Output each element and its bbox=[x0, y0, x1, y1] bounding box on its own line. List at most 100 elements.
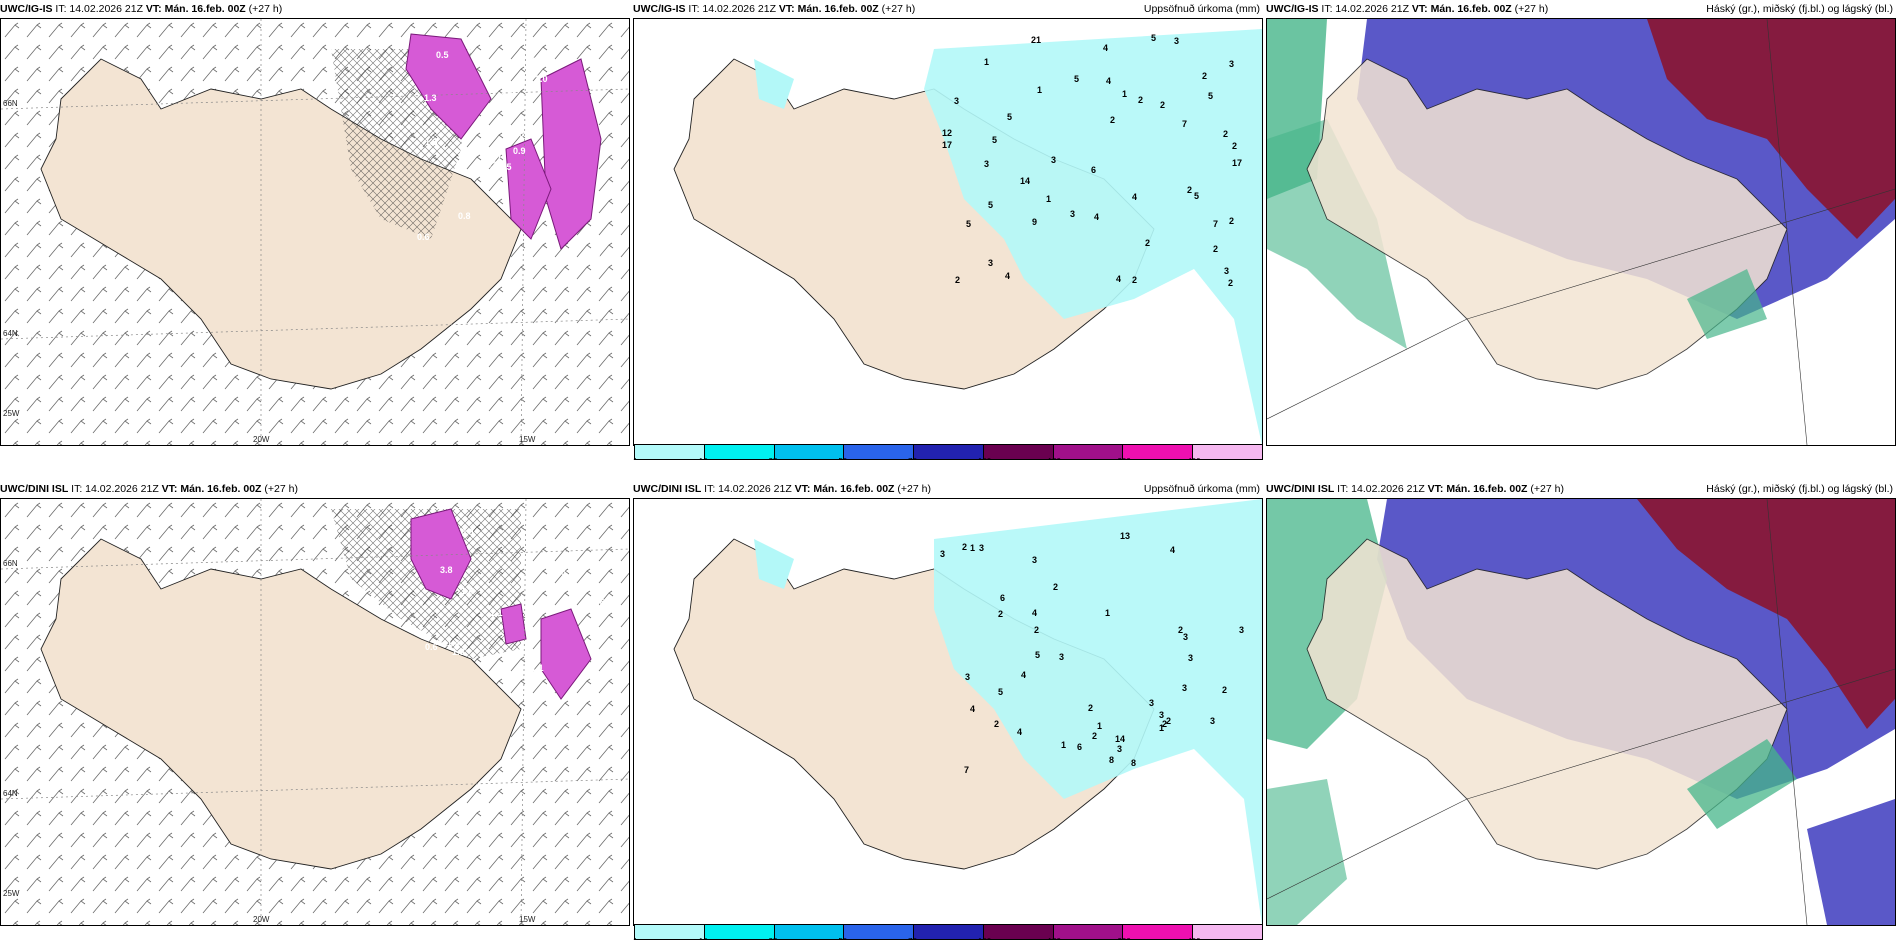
value-label: 1 bbox=[970, 543, 976, 553]
value-label: 3 bbox=[1239, 625, 1245, 635]
value-label: 17 bbox=[1232, 158, 1243, 168]
color-legend: 1 10 25 50 75 100 150 200 400 bbox=[633, 444, 1263, 460]
legend-tick-label: 50 bbox=[838, 457, 847, 460]
legend-swatch bbox=[1193, 445, 1263, 459]
value-label: 3 bbox=[1159, 710, 1165, 720]
value-label: 1.3 bbox=[425, 137, 438, 147]
map-frame[interactable]: 66N 64N 20W 15W 25W 1.1 0.9 1.4 3.8 3.0 1.3 0.… bbox=[0, 498, 630, 926]
legend-swatch bbox=[704, 925, 775, 939]
panel-top-left: UWC/IG-IS IT: 14.02.2026 21Z VT: Mán. 16… bbox=[0, 0, 630, 460]
value-label: 2 bbox=[1053, 582, 1059, 592]
legend-tick-label: 75 bbox=[908, 457, 917, 460]
value-label: 3 bbox=[1032, 555, 1038, 565]
value-label: 2 bbox=[1223, 129, 1229, 139]
valid-time: VT: Mán. 16.feb. 00Z bbox=[1427, 483, 1528, 495]
map-frame[interactable] bbox=[1266, 498, 1896, 926]
value-label: 2 bbox=[1138, 95, 1144, 105]
lon-label: 20W bbox=[253, 435, 270, 444]
value-label: 2.2 bbox=[485, 160, 498, 170]
value-label: 12 bbox=[942, 128, 953, 138]
value-label: 4 bbox=[1032, 608, 1038, 618]
value-label: 3 bbox=[940, 549, 946, 559]
map-frame[interactable]: 1 1 1 3 3 4 2 3 2 6 5 3 6 8 4 3 3 2 2 3 3 3 2 2 14 4 13 8 3 4 2 3 3 2 1 2 1 2… bbox=[633, 498, 1263, 926]
value-label: 2 bbox=[1088, 703, 1094, 713]
value-label: 0.6 bbox=[592, 597, 605, 607]
value-label: 1.4 bbox=[447, 638, 460, 648]
model-name: UWC/IG-IS bbox=[1266, 3, 1319, 15]
legend-tick-label: 100 bbox=[978, 457, 991, 460]
init-time: IT: 14.02.2026 21Z bbox=[55, 3, 143, 15]
map-frame[interactable] bbox=[1266, 18, 1896, 446]
lat-label: 66N bbox=[3, 559, 18, 568]
value-label: 0.5 bbox=[436, 50, 449, 60]
value-label: 6 bbox=[1000, 593, 1006, 603]
value-label: 3 bbox=[984, 159, 990, 169]
valid-time: VT: Mán. 16.feb. 00Z bbox=[161, 483, 262, 495]
color-legend: 1 10 25 50 75 100 150 200 400 bbox=[633, 924, 1263, 940]
value-label: 1.3 bbox=[525, 652, 538, 662]
legend-tick-label: 25 bbox=[769, 457, 778, 460]
value-label: 4 bbox=[1005, 271, 1011, 281]
legend-swatch bbox=[914, 445, 984, 459]
value-label: 3 bbox=[1188, 653, 1194, 663]
precip-area bbox=[934, 499, 1262, 925]
legend-swatch bbox=[774, 445, 845, 459]
legend-tick-label: 150 bbox=[1048, 937, 1061, 940]
legend-swatch bbox=[774, 925, 845, 939]
value-label: 13 bbox=[1120, 531, 1131, 541]
value-label: 1 bbox=[1061, 740, 1067, 750]
panel-top-middle: UWC/IG-IS IT: 14.02.2026 21Z VT: Mán. 16… bbox=[633, 0, 1263, 460]
value-label: 7 bbox=[1182, 119, 1188, 129]
value-label: 1 bbox=[984, 57, 990, 67]
value-label: 5 bbox=[1035, 650, 1041, 660]
init-time: IT: 14.02.2026 21Z bbox=[1321, 3, 1409, 15]
value-label: 3 bbox=[965, 672, 971, 682]
legend-tick-label: 75 bbox=[908, 937, 917, 940]
value-label: 5 bbox=[988, 200, 994, 210]
panel-title: Háský (gr.), miðský (fj.bl.) og lágský (… bbox=[1706, 483, 1893, 495]
cloud-map bbox=[1267, 499, 1895, 925]
value-label: 7 bbox=[964, 765, 970, 775]
model-name: UWC/DINI ISL bbox=[1266, 483, 1335, 495]
map-frame[interactable]: 66N 64N 20W 15W 25W 1.5 1.3 2.7 0.6 0.5 0.8 0.… bbox=[0, 18, 630, 446]
value-label: 2 bbox=[1222, 685, 1228, 695]
value-label: 1 bbox=[1105, 608, 1111, 618]
lon-label: 15W bbox=[519, 435, 536, 444]
model-name: UWC/DINI ISL bbox=[0, 483, 69, 495]
value-label: 3 bbox=[979, 543, 985, 553]
value-label: 4 bbox=[970, 704, 976, 714]
value-label: 4 bbox=[1094, 212, 1100, 222]
legend-tick-label: 400 bbox=[1187, 937, 1200, 940]
model-name: UWC/IG-IS bbox=[633, 3, 686, 15]
value-label: 6 bbox=[1091, 165, 1097, 175]
value-label: 0.6 bbox=[417, 232, 430, 242]
legend-tick-label: 10 bbox=[699, 937, 708, 940]
value-label: 2 bbox=[1178, 625, 1184, 635]
value-label: 3 bbox=[988, 258, 994, 268]
value-label: 2 bbox=[1187, 185, 1193, 195]
legend-tick-label: 150 bbox=[1048, 457, 1061, 460]
value-label: 2 bbox=[1202, 71, 1208, 81]
lead-time: (+27 h) bbox=[897, 483, 931, 495]
cloud-map bbox=[1267, 19, 1895, 445]
model-name: UWC/DINI ISL bbox=[633, 483, 702, 495]
value-label: 1.3 bbox=[424, 93, 437, 103]
legend-tick-label: 200 bbox=[1117, 457, 1130, 460]
value-label: 5 bbox=[1151, 33, 1157, 43]
precip-map bbox=[673, 499, 1262, 925]
panel-bottom-right: UWC/DINI ISL IT: 14.02.2026 21Z VT: Mán.… bbox=[1266, 480, 1896, 940]
panel-header: UWC/DINI ISL IT: 14.02.2026 21Z VT: Mán.… bbox=[633, 480, 1263, 498]
panel-bottom-middle: UWC/DINI ISL IT: 14.02.2026 21Z VT: Mán.… bbox=[633, 480, 1263, 940]
panel-bottom-left: UWC/DINI ISL IT: 14.02.2026 21Z VT: Mán.… bbox=[0, 480, 630, 940]
precip-area bbox=[924, 29, 1262, 445]
value-label: 2 bbox=[1228, 278, 1234, 288]
value-label: 1.1 bbox=[490, 608, 503, 618]
value-label: 2 bbox=[998, 609, 1004, 619]
value-label: 2 bbox=[1110, 115, 1116, 125]
value-label: 2 bbox=[962, 542, 968, 552]
map-frame[interactable]: 1 2 2 2 3 2 1 5 7 2 5 5 7 9 5 6 14 12 21 5 3 4 3 5 2 3 2 2 4 3 4 2 3 4 5 17… bbox=[633, 18, 1263, 446]
legend-tick-label: 25 bbox=[769, 937, 778, 940]
wind-precip-map bbox=[1, 19, 629, 445]
value-label: 2 bbox=[1162, 719, 1168, 729]
value-label: 0.7 bbox=[532, 56, 545, 66]
